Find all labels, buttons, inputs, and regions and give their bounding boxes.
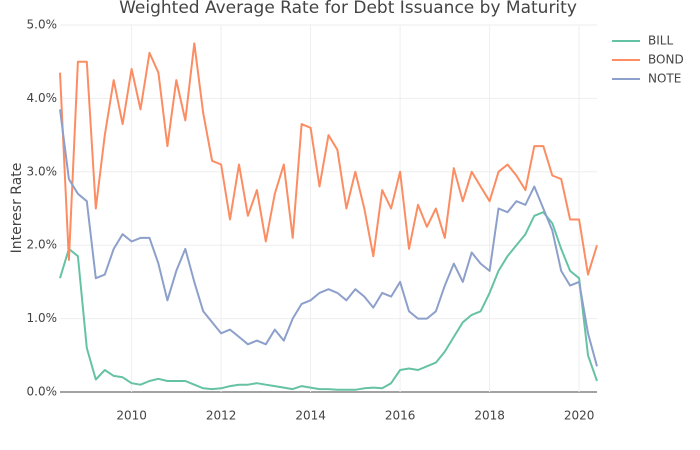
- y-tick-label: 3.0%: [27, 164, 58, 178]
- x-tick-label: 2016: [385, 409, 416, 423]
- legend-label: NOTE: [648, 72, 681, 86]
- legend-label: BILL: [648, 34, 673, 48]
- y-tick-label: 1.0%: [27, 311, 58, 325]
- x-tick-label: 2014: [295, 409, 326, 423]
- y-axis-label: Interesr Rate: [9, 163, 25, 254]
- y-tick-label: 4.0%: [27, 91, 58, 105]
- x-tick-label: 2010: [116, 409, 147, 423]
- chart-title: Weighted Average Rate for Debt Issuance …: [119, 0, 577, 18]
- data-line: [59, 42, 598, 276]
- x-tick-label: 2018: [474, 409, 505, 423]
- y-tick-label: 5.0%: [27, 18, 58, 32]
- data-line: [59, 211, 598, 391]
- x-tick-label: 2020: [564, 409, 595, 423]
- y-tick-label: 0.0%: [27, 385, 58, 399]
- legend-label: BOND: [648, 53, 684, 67]
- x-tick-label: 2012: [206, 409, 237, 423]
- data-line: [59, 109, 598, 367]
- y-tick-label: 2.0%: [27, 238, 58, 252]
